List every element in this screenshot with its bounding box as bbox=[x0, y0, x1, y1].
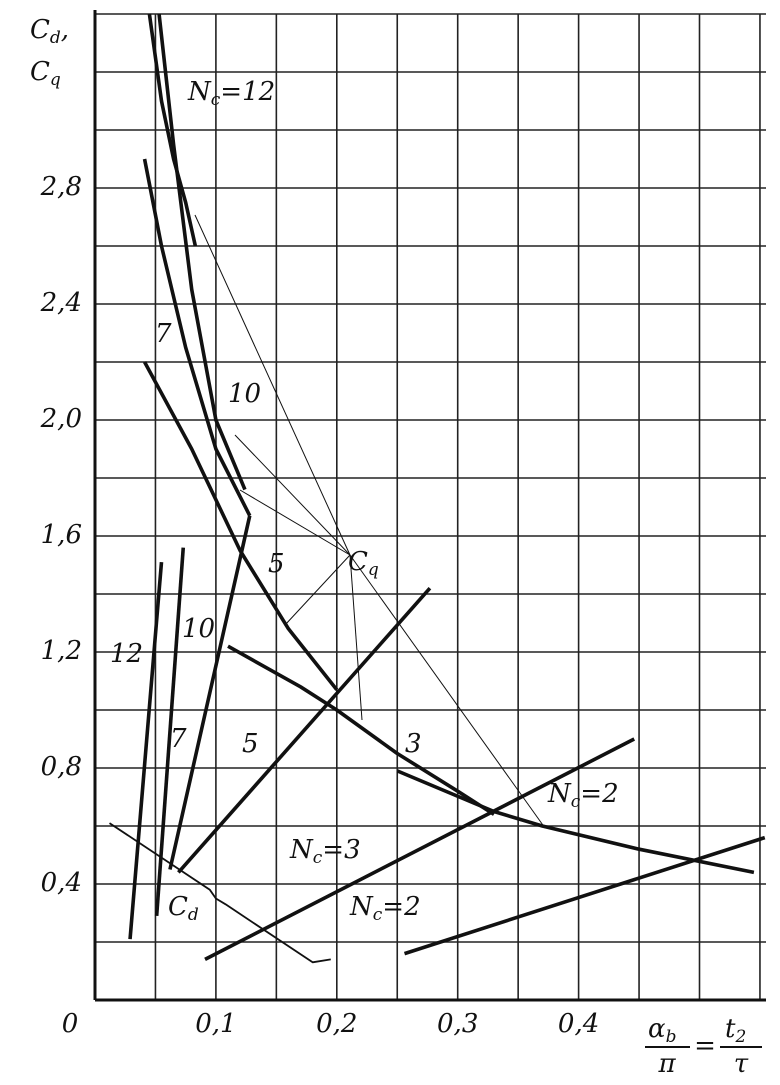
x-tick-label: 0,4 bbox=[558, 1009, 599, 1039]
label-part: b bbox=[666, 1027, 677, 1047]
label-part: N bbox=[349, 892, 374, 922]
label-part: 12 bbox=[110, 639, 143, 669]
curve bbox=[168, 515, 252, 870]
label-part: N bbox=[187, 77, 212, 107]
label-part: C bbox=[348, 547, 368, 577]
label-part: 7 bbox=[170, 724, 187, 754]
curve bbox=[227, 644, 495, 816]
label-part: =3 bbox=[322, 835, 360, 865]
label-part: c bbox=[211, 90, 221, 110]
label-part: N bbox=[547, 779, 572, 809]
curve bbox=[204, 737, 636, 962]
label-part: N bbox=[289, 835, 314, 865]
curve-label: Nc=3 bbox=[289, 835, 361, 868]
label-part: d bbox=[188, 905, 199, 925]
label-part: 2 bbox=[734, 1027, 746, 1047]
label-part: =12 bbox=[220, 77, 275, 107]
curve bbox=[109, 822, 331, 964]
curve bbox=[177, 587, 432, 874]
x-tick-label: 0,3 bbox=[437, 1009, 478, 1039]
y-tick-label: 1,2 bbox=[41, 636, 82, 666]
curve bbox=[142, 158, 252, 517]
label-part: c bbox=[373, 905, 383, 925]
x-tick-label: 0 bbox=[62, 1009, 79, 1039]
y-tick-label: 0,8 bbox=[41, 752, 82, 782]
curve-label: 5 bbox=[242, 729, 259, 759]
label-part: 10 bbox=[182, 614, 215, 644]
curve-label: Nc=2 bbox=[547, 779, 619, 812]
label-part: c bbox=[571, 792, 581, 812]
leader-line bbox=[239, 489, 351, 556]
label-part: q bbox=[368, 560, 379, 580]
leader-line bbox=[349, 554, 546, 829]
curve bbox=[403, 835, 766, 956]
y-axis-label: Cd, bbox=[30, 15, 69, 48]
leader-line bbox=[284, 554, 351, 626]
label-part: t bbox=[725, 1014, 736, 1044]
x-tick-label: 0,1 bbox=[195, 1009, 236, 1039]
label-part: =2 bbox=[382, 892, 420, 922]
curve bbox=[128, 561, 164, 940]
x-axis-label: = bbox=[694, 1031, 716, 1061]
curve-label: 10 bbox=[182, 614, 215, 644]
label-part: α bbox=[648, 1014, 666, 1044]
curve-label: 7 bbox=[170, 724, 187, 754]
y-axis-label: Cq bbox=[30, 57, 61, 90]
label-part: =2 bbox=[580, 779, 618, 809]
y-tick-label: 1,6 bbox=[41, 520, 82, 550]
curve-label: Cd bbox=[168, 892, 199, 925]
leader-line bbox=[194, 214, 351, 556]
leader-line bbox=[234, 434, 351, 556]
curve-label: 10 bbox=[228, 379, 261, 409]
y-tick-label: 2,0 bbox=[40, 404, 82, 434]
label-part: 3 bbox=[405, 729, 422, 759]
y-tick-label: 2,8 bbox=[40, 172, 82, 202]
label-part: C bbox=[30, 15, 50, 45]
label-part: q bbox=[50, 70, 61, 90]
label-part: c bbox=[313, 848, 323, 868]
curve-label: 5 bbox=[268, 549, 285, 579]
curve bbox=[142, 361, 339, 691]
annotation: Cq bbox=[348, 547, 379, 580]
curve-label: 7 bbox=[155, 319, 172, 349]
y-tick-label: 0,4 bbox=[41, 868, 82, 898]
x-axis-label: t2 bbox=[725, 1014, 746, 1047]
x-tick-label: 0,2 bbox=[316, 1009, 357, 1039]
curve-label: 3 bbox=[405, 729, 422, 759]
label-part: C bbox=[30, 57, 50, 87]
label-part: C bbox=[168, 892, 188, 922]
curve-label: Nc=12 bbox=[187, 77, 275, 110]
curve bbox=[154, 547, 186, 917]
curve bbox=[157, 13, 247, 491]
curve-label: 12 bbox=[110, 639, 143, 669]
label-part: 10 bbox=[228, 379, 261, 409]
curve bbox=[396, 769, 755, 875]
curve-label: Nc=2 bbox=[349, 892, 421, 925]
x-axis-label: τ bbox=[734, 1049, 749, 1079]
x-axis-label: π bbox=[657, 1049, 676, 1079]
y-tick-label: 2,4 bbox=[40, 288, 82, 318]
leader-line bbox=[349, 554, 363, 721]
label-part: 7 bbox=[155, 319, 172, 349]
label-part: 5 bbox=[242, 729, 259, 759]
x-axis-label: αb bbox=[648, 1014, 676, 1047]
label-part: d bbox=[50, 28, 61, 48]
label-part: , bbox=[61, 15, 69, 45]
label-part: 5 bbox=[268, 549, 285, 579]
